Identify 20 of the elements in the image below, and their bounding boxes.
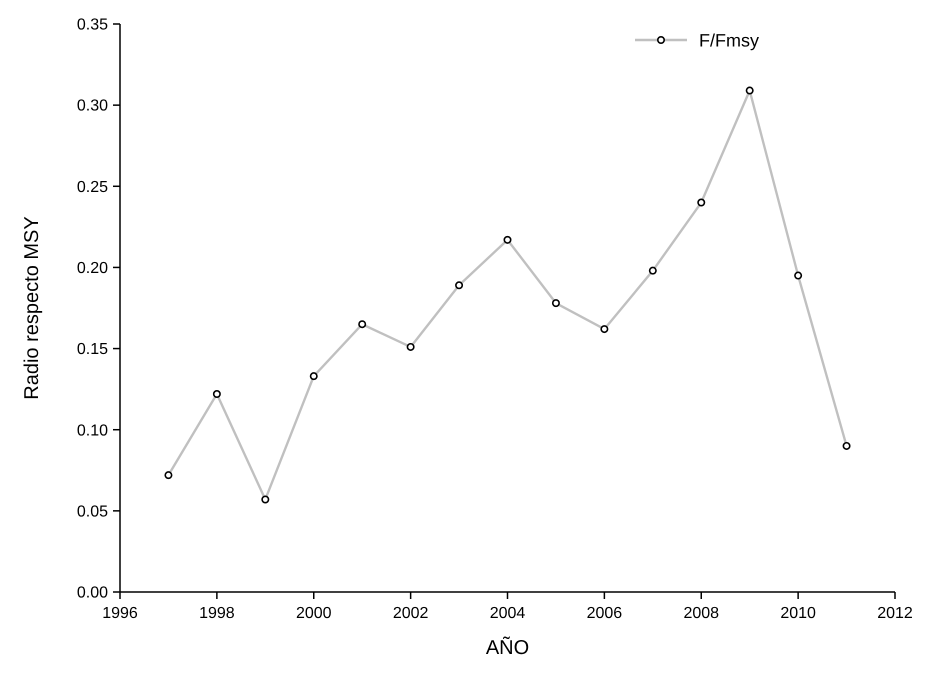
y-tick-label: 0.25 xyxy=(76,178,108,196)
x-axis-title: AÑO xyxy=(486,636,530,659)
legend-label: F/Fmsy xyxy=(699,30,759,50)
y-tick-label: 0.10 xyxy=(76,422,108,440)
y-tick-label: 0.30 xyxy=(76,98,108,115)
y-tick-label: 0.05 xyxy=(76,503,108,520)
x-tick-label: 2002 xyxy=(392,605,429,622)
x-tick-label: 2004 xyxy=(490,605,526,622)
y-tick-label: 0.15 xyxy=(76,341,108,358)
x-tick-label: 2006 xyxy=(586,605,622,622)
x-tick-label: 2012 xyxy=(877,605,913,622)
y-tick-label: 0.20 xyxy=(76,260,108,278)
x-tick-label: 1996 xyxy=(102,605,138,622)
y-tick-label: 0.35 xyxy=(76,16,108,34)
x-tick-label: 2010 xyxy=(780,605,816,622)
y-axis-title: Radio respecto MSY xyxy=(21,216,43,400)
x-tick-label: 2008 xyxy=(683,605,720,622)
x-tick-label: 2000 xyxy=(296,605,332,622)
x-tick-label: 1998 xyxy=(199,605,235,622)
y-tick-label: 0.00 xyxy=(76,584,108,602)
